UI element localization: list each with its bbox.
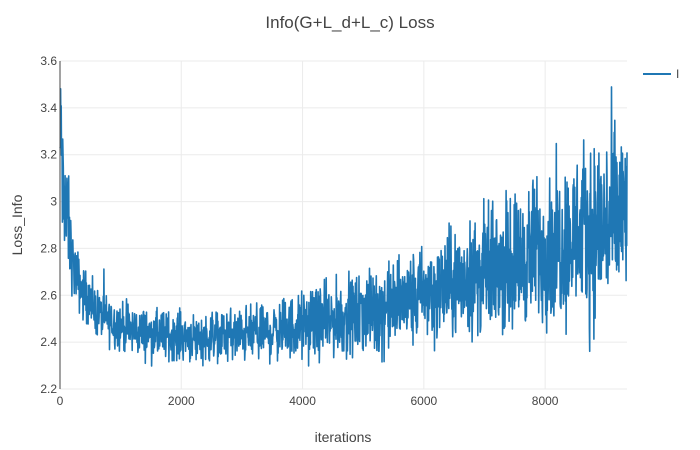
- y-tick-label: 3.4: [40, 101, 57, 115]
- y-tick-label: 2.8: [40, 241, 57, 255]
- y-tick-label: 2.4: [40, 335, 57, 349]
- y-axis-title: Loss_Info: [9, 194, 25, 255]
- y-tick-label: 2.6: [40, 288, 57, 302]
- y-tick-label: 3.6: [40, 54, 57, 68]
- x-tick-label: 2000: [168, 394, 195, 408]
- x-tick-label: 6000: [410, 394, 437, 408]
- legend-label-I: I: [676, 67, 679, 81]
- series-layer: [59, 86, 628, 367]
- legend[interactable]: I: [643, 67, 679, 81]
- x-tick-label: 8000: [532, 394, 559, 408]
- x-tick-label: 0: [57, 394, 64, 408]
- y-tick-label: 2.2: [40, 382, 57, 396]
- x-tick-label: 4000: [289, 394, 316, 408]
- series-line-I: [59, 86, 628, 367]
- axes-layer: 2.2 2.4 2.6 2.8 3 3.2 3.4 3.6 0 2000 4000 6000 8000: [40, 54, 558, 408]
- y-tick-label: 3.2: [40, 148, 57, 162]
- chart-title: Info(G+L_d+L_c) Loss: [265, 13, 434, 32]
- x-axis-title: iterations: [315, 429, 372, 445]
- y-tick-label: 3: [50, 195, 57, 209]
